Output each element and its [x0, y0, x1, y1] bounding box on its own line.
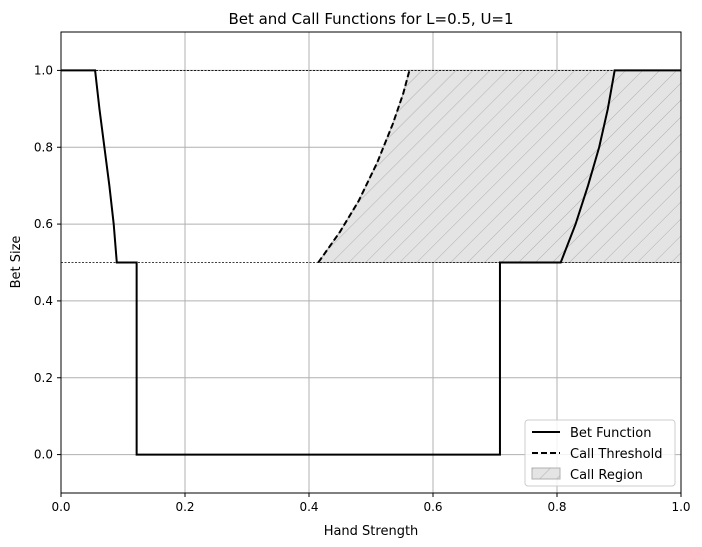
legend-region-swatch — [531, 467, 561, 480]
legend-region-label: Call Region — [570, 468, 643, 483]
x-tick-label: 0.8 — [547, 500, 566, 514]
bet-function-line — [61, 69, 681, 456]
x-tick-label: 0.0 — [51, 500, 70, 514]
call-region-layer — [317, 69, 681, 263]
reference-lines — [61, 70, 681, 263]
y-axis-label: Bet Size — [9, 236, 24, 289]
legend-box — [524, 419, 676, 487]
call-region-area — [317, 69, 681, 263]
x-tick-label: 0.6 — [423, 500, 442, 514]
y-axis-ticks: 0.0 0.2 0.4 0.6 0.8 1.0 — [34, 63, 61, 462]
y-tick-label: 1.0 — [34, 63, 53, 77]
legend-threshold-label: Call Threshold — [570, 447, 662, 462]
legend: Bet Function Call Threshold Call Region — [524, 419, 676, 487]
x-axis-label: Hand Strength — [324, 524, 419, 539]
call-threshold-line — [317, 70, 411, 264]
x-axis-ticks: 0.0 0.2 0.4 0.6 0.8 1.0 — [51, 493, 691, 514]
x-tick-label: 1.0 — [671, 500, 690, 514]
y-tick-label: 0.2 — [34, 371, 53, 385]
x-tick-label: 0.2 — [175, 500, 194, 514]
x-tick-label: 0.4 — [299, 500, 318, 514]
chart-title: Bet and Call Functions for L=0.5, U=1 — [228, 10, 513, 28]
legend-bet-label: Bet Function — [570, 426, 651, 441]
y-tick-label: 0.4 — [34, 294, 53, 308]
plot-frame — [60, 31, 682, 494]
y-tick-label: 0.0 — [34, 448, 53, 462]
series-lines — [61, 69, 681, 456]
y-tick-label: 0.6 — [34, 217, 53, 231]
y-tick-label: 0.8 — [34, 140, 53, 154]
